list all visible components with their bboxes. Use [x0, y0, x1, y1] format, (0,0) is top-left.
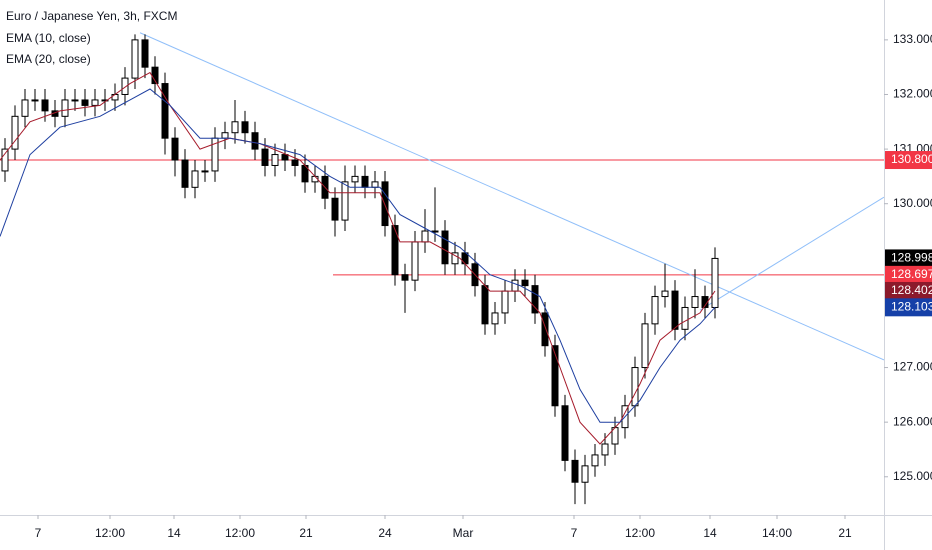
x-tick-label: Mar	[453, 526, 474, 540]
candle-body	[21, 99, 29, 117]
candle-body	[631, 367, 639, 407]
candle-body	[241, 121, 249, 134]
candle-body	[511, 279, 519, 292]
candle-body	[411, 241, 419, 281]
candle-body	[401, 274, 409, 281]
candle-body	[491, 312, 499, 325]
price-label: 130.800	[891, 152, 932, 166]
price-label-bg	[885, 265, 932, 284]
x-tick-label: 21	[299, 526, 313, 540]
candle-body	[641, 323, 649, 369]
y-tick-label: 127.000	[893, 360, 932, 374]
candle-body	[541, 312, 549, 347]
candle-body	[601, 443, 609, 456]
candle-body	[521, 279, 529, 287]
candle-body	[531, 285, 539, 314]
candle-body	[31, 99, 39, 102]
candle-body	[221, 132, 229, 139]
candle-body	[661, 290, 669, 298]
x-tick-label: 24	[378, 526, 392, 540]
candle-body	[371, 181, 379, 188]
candle-body	[351, 175, 359, 183]
candle-body	[381, 181, 389, 227]
price-label: 128.402	[891, 283, 932, 297]
price-label-bg	[885, 281, 932, 300]
candle-body	[671, 290, 679, 330]
candle-body	[571, 459, 579, 483]
candle-body	[281, 154, 289, 161]
y-tick-label: 125.000	[893, 469, 932, 483]
candle-body	[341, 181, 349, 221]
axes: 125.000126.000127.000130.000131.000132.0…	[35, 32, 932, 540]
price-label-bg	[885, 249, 932, 268]
candle-body	[101, 99, 109, 102]
candle-body	[271, 154, 279, 166]
candle-body	[71, 99, 79, 102]
candle-body	[711, 257, 719, 308]
candle-body	[561, 405, 569, 461]
x-tick-label: 7	[571, 526, 578, 540]
candle-body	[691, 296, 699, 308]
candle-body	[81, 99, 89, 106]
candle-body	[11, 115, 19, 150]
candle-body	[131, 39, 139, 79]
x-tick-label: 12:00	[225, 526, 255, 540]
y-tick-label: 132.000	[893, 87, 932, 101]
x-tick-label: 21	[838, 526, 852, 540]
price-label-bg	[885, 151, 932, 170]
candle-body	[1, 148, 9, 172]
x-tick-label: 14:00	[762, 526, 792, 540]
y-tick-label: 126.000	[893, 414, 932, 428]
candle-body	[501, 290, 509, 314]
candle-body	[431, 230, 439, 233]
candle-body	[111, 93, 119, 101]
candle-body	[201, 170, 209, 173]
candle-body	[171, 137, 179, 161]
candle-body	[161, 83, 169, 139]
candle-body	[361, 175, 369, 188]
price-label-bg	[885, 298, 932, 317]
candle-body	[331, 197, 339, 221]
candle-body	[591, 454, 599, 467]
candle-body	[181, 159, 189, 188]
candle-body	[551, 345, 559, 407]
candle-body	[451, 252, 459, 265]
candle-body	[121, 77, 129, 95]
price-label: 128.697	[891, 267, 932, 281]
x-tick-label: 14	[703, 526, 717, 540]
x-tick-label: 12:00	[95, 526, 125, 540]
legend-entry: EMA (20, close)	[6, 52, 91, 66]
price-label: 128.103	[891, 299, 932, 313]
candle-body	[391, 225, 399, 276]
candle-body	[261, 148, 269, 166]
y-tick-label: 133.000	[893, 32, 932, 46]
candle-body	[91, 99, 99, 106]
candle-body	[421, 230, 429, 243]
trend-line	[699, 196, 884, 311]
candle-body	[441, 230, 449, 265]
x-tick-label: 12:00	[625, 526, 655, 540]
candle-body	[581, 465, 589, 483]
ema-line	[0, 88, 716, 423]
candle-body	[191, 170, 199, 188]
candle-body	[141, 39, 149, 68]
ema-line	[0, 71, 716, 445]
plot-area	[0, 32, 884, 505]
x-tick-label: 7	[35, 526, 42, 540]
candle-body	[291, 159, 299, 166]
price-label: 128.998	[891, 251, 932, 265]
candle-body	[61, 99, 69, 117]
candle-body	[651, 296, 659, 325]
trend-line	[139, 32, 884, 361]
candle-body	[251, 132, 259, 150]
candle-body	[681, 306, 689, 330]
x-tick-label: 14	[167, 526, 181, 540]
candle-body	[41, 99, 49, 112]
y-tick-label: 130.000	[893, 196, 932, 210]
candle-body	[231, 121, 239, 134]
candle-body	[481, 285, 489, 325]
legend-entry: EMA (10, close)	[6, 31, 91, 45]
chart-title: Euro / Japanese Yen, 3h, FXCM	[6, 9, 177, 23]
